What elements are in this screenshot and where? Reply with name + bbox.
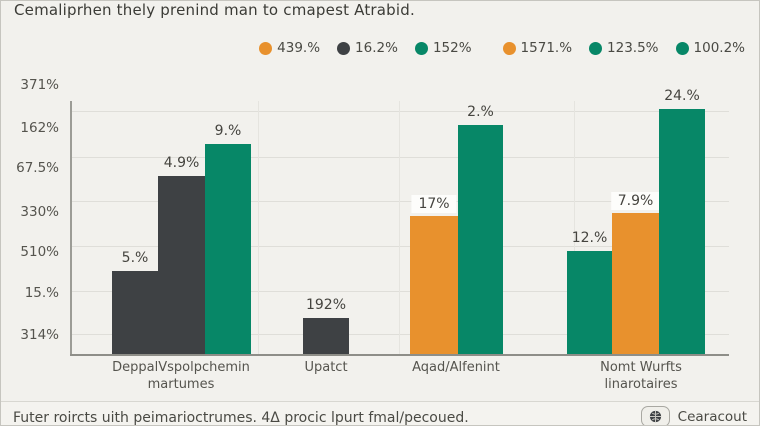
bar-dark — [303, 318, 349, 354]
y-axis-line — [70, 101, 72, 354]
bar-dark — [112, 271, 158, 354]
legend-item-label: 439.% — [277, 40, 321, 56]
bar-value-label: 9.% — [214, 123, 242, 139]
bar-orange — [612, 213, 659, 354]
globe-icon — [640, 406, 670, 425]
legend-color-dot — [589, 41, 603, 55]
bar-value-label: 192% — [305, 297, 347, 313]
footer-note: Futer roircts uith peimarioctrumes. 4Δ p… — [13, 410, 469, 426]
bar-value-label: 17% — [411, 195, 457, 213]
legend-item[interactable]: 16.2% — [337, 40, 398, 56]
bar-dark — [158, 176, 205, 354]
category-label-line2: linarotaires — [604, 377, 678, 392]
horizontal-gridline — [72, 291, 729, 292]
y-axis-tick-label: 371% — [20, 77, 59, 93]
footer: Futer roircts uith peimarioctrumes. 4Δ p… — [1, 401, 759, 425]
legend-item-label: 152% — [432, 40, 472, 56]
legend-item-label: 1571.% — [520, 40, 573, 56]
legend-color-dot — [259, 41, 273, 55]
bar-orange — [410, 216, 458, 354]
legend-color-dot — [675, 41, 689, 55]
legend: 439.% 16.2% 152% 1571.% 123.5% 100.2% — [242, 40, 745, 56]
bar-value-label: 7.9% — [610, 192, 661, 210]
horizontal-gridline — [72, 246, 729, 247]
bar-teal — [205, 144, 251, 354]
legend-color-dot — [337, 41, 351, 55]
bar-value-label: 24.% — [664, 88, 700, 104]
legend-item-label: 16.2% — [355, 40, 398, 56]
category-label-line1: DeppalVspolpchemin — [112, 360, 250, 375]
bar-teal — [458, 125, 503, 354]
horizontal-gridline — [72, 157, 729, 158]
vertical-gridline — [399, 101, 400, 354]
horizontal-gridline — [72, 334, 729, 335]
chart-source-button[interactable]: Cearacout — [640, 406, 747, 425]
legend-color-dot — [414, 41, 428, 55]
legend-item[interactable]: 123.5% — [589, 40, 659, 56]
legend-item-label: 123.5% — [607, 40, 659, 56]
legend-item[interactable]: 1571.% — [502, 40, 573, 56]
legend-item[interactable]: 439.% — [259, 40, 320, 56]
y-axis-tick-label: 162% — [20, 120, 59, 136]
category-label-line1: Aqad/Alfenint — [412, 360, 500, 375]
bar-teal — [659, 109, 705, 354]
y-axis-tick-label: 330% — [20, 204, 59, 220]
category-label-line1: Nomt Wurfts — [600, 360, 682, 375]
legend-item-label: 100.2% — [693, 40, 745, 56]
category-label-line2: martumes — [147, 377, 215, 392]
legend-item[interactable]: 152% — [414, 40, 472, 56]
bar-value-label: 12.% — [571, 230, 608, 246]
legend-color-dot — [502, 41, 516, 55]
chart-title: Cemaliprhen thely prenind man to cmapest… — [14, 1, 415, 19]
x-axis-category-label: Nomt Wurfts linarotaires — [600, 359, 682, 393]
bar-value-label: 4.9% — [163, 155, 200, 171]
y-axis-tick-label: 510% — [20, 244, 59, 260]
horizontal-gridline — [72, 201, 729, 202]
chart-source-button-label: Cearacout — [677, 408, 747, 425]
category-label-line1: Upatct — [304, 360, 348, 375]
legend-item[interactable]: 100.2% — [675, 40, 745, 56]
vertical-gridline — [258, 101, 259, 354]
x-axis-line — [70, 354, 729, 356]
vertical-gridline — [574, 101, 575, 354]
x-axis-category-label: Aqad/Alfenint — [412, 359, 500, 376]
y-axis-tick-label: 314% — [20, 327, 59, 343]
plot-area: 5.% 4.9% 9.% 192% 17% 2.% 12.% 7.9% 24.% — [70, 88, 729, 356]
y-axis-tick-label: 15.% — [24, 285, 59, 301]
y-axis-tick-label: 67.5% — [16, 160, 59, 176]
bar-teal — [567, 251, 612, 354]
bar-value-label: 5.% — [121, 250, 149, 266]
horizontal-gridline — [72, 111, 729, 112]
x-axis-category-label: Upatct — [304, 359, 347, 376]
bar-value-label: 2.% — [467, 104, 494, 120]
x-axis-category-label: DeppalVspolpchemin martumes — [112, 359, 250, 393]
